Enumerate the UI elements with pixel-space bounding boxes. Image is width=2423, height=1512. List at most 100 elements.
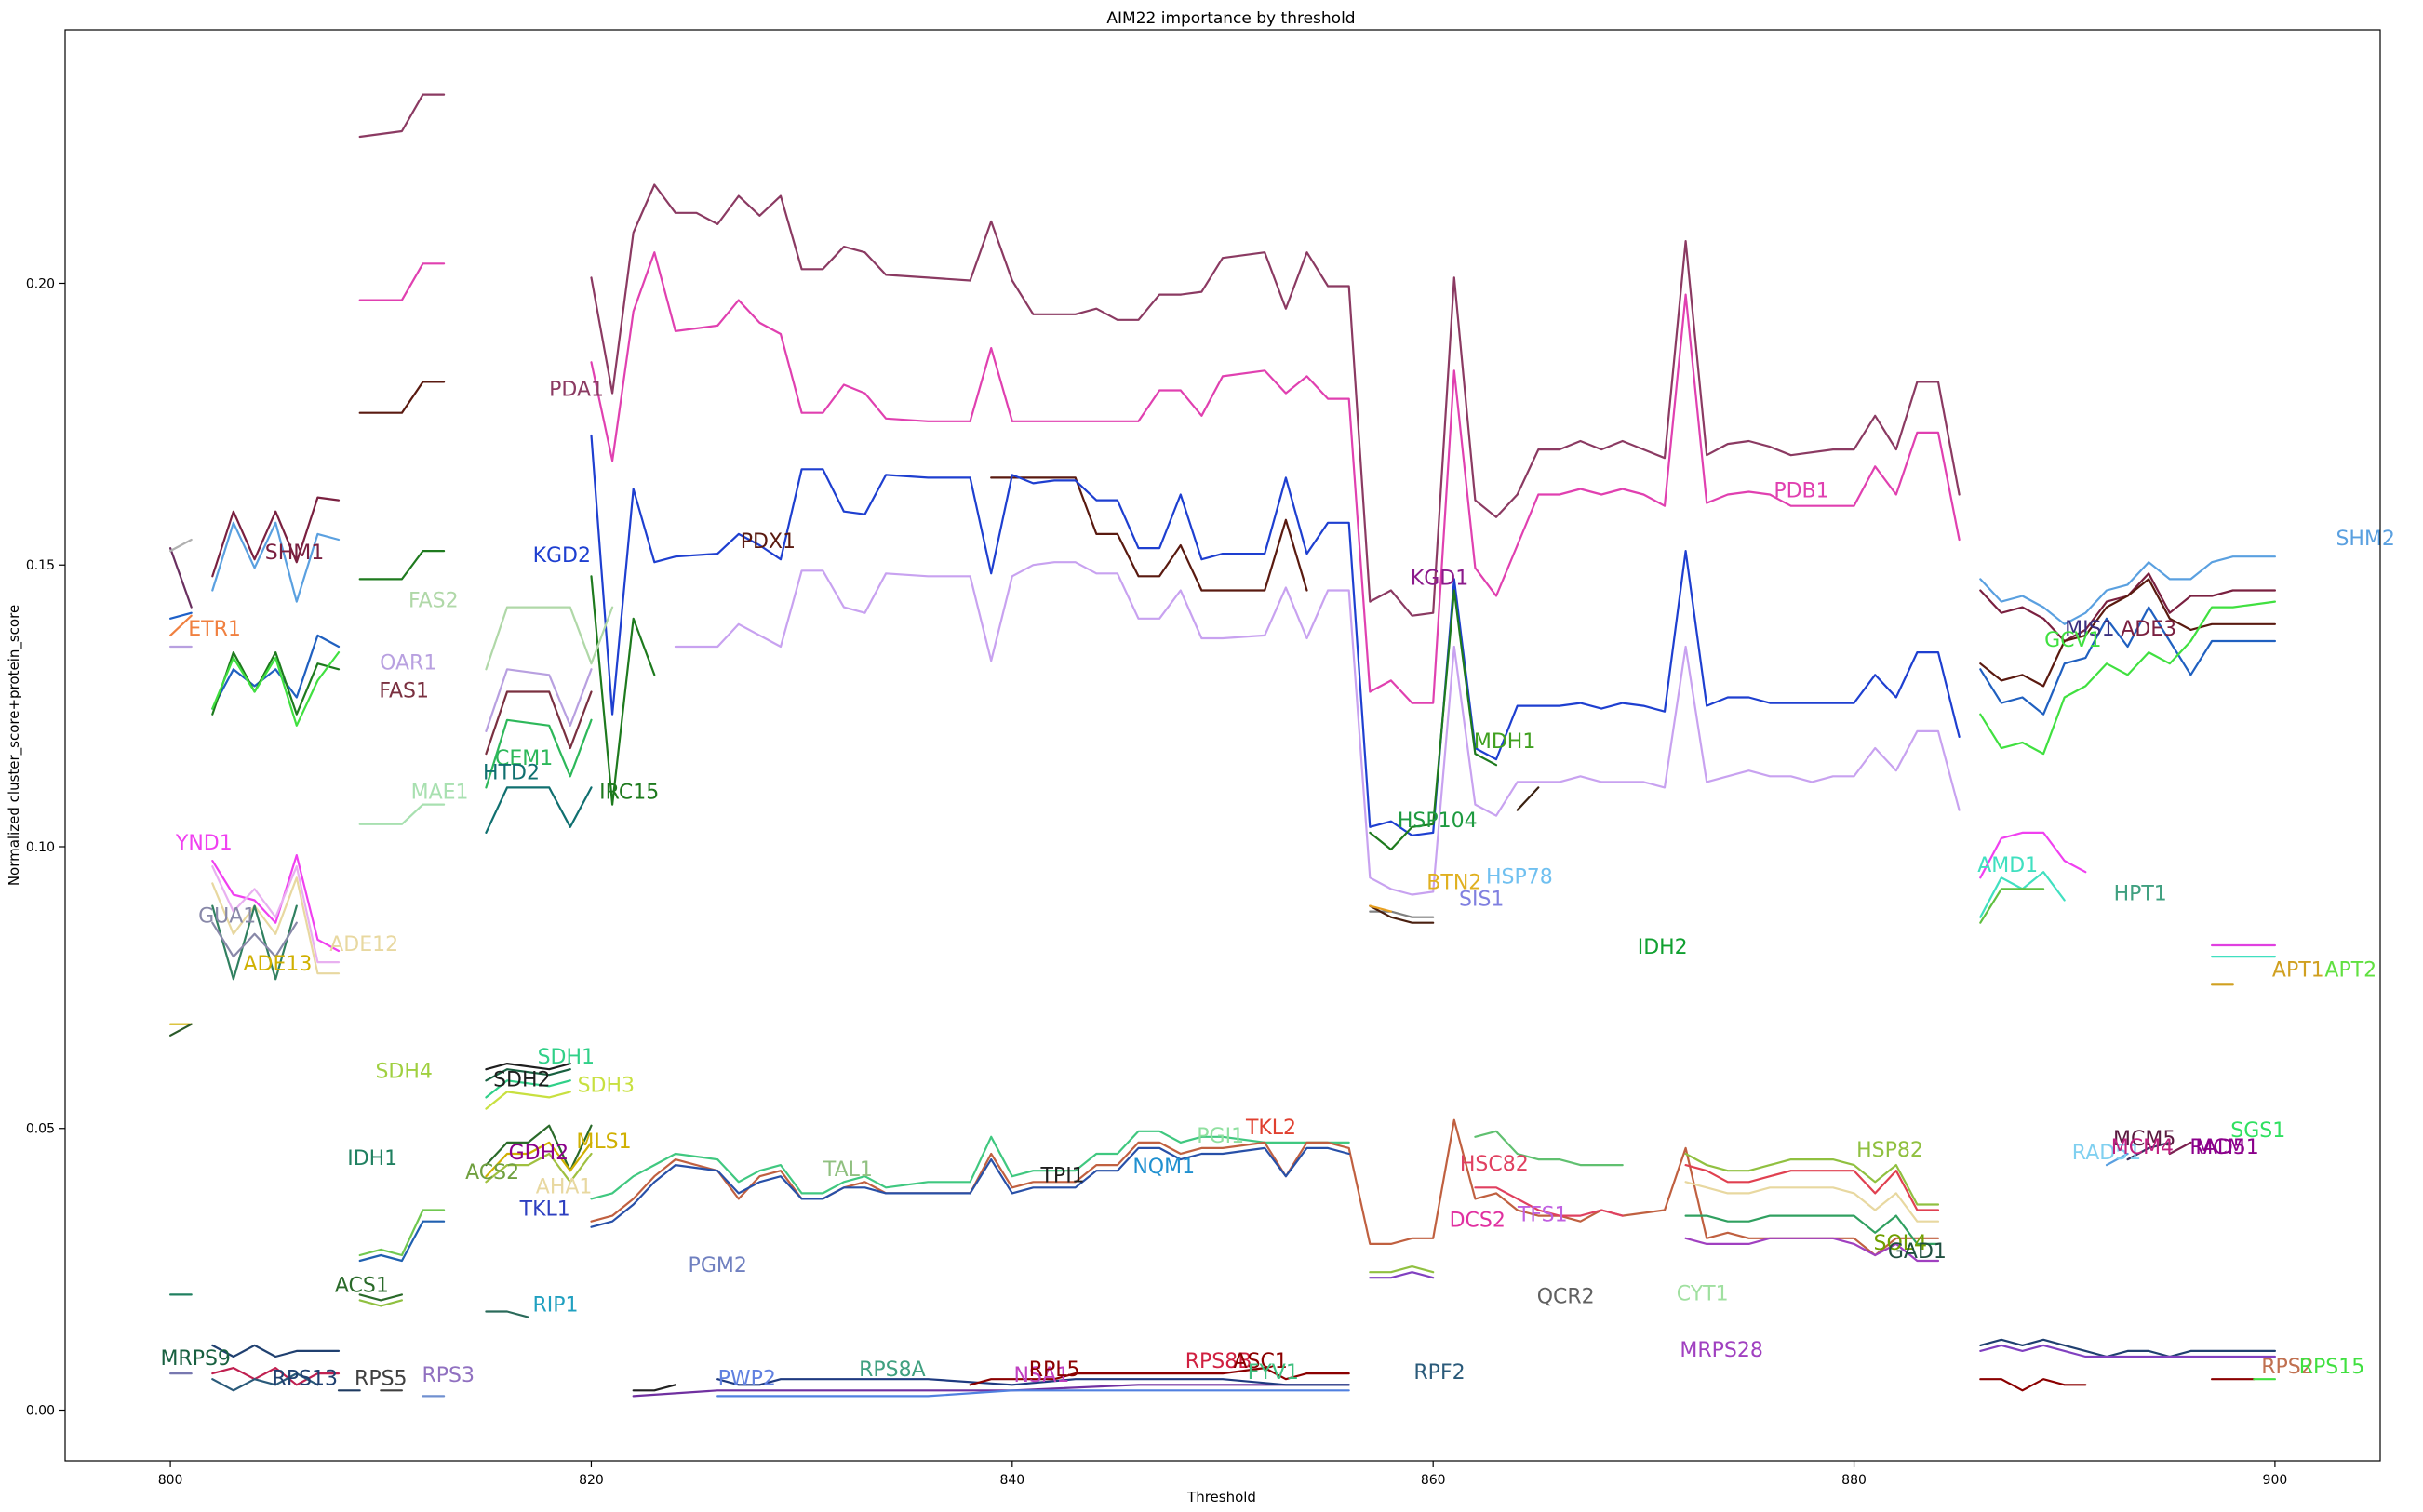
series-line-52 [1684, 1237, 1940, 1263]
series-line-50 [1684, 1181, 1940, 1223]
y-tick-label: 0.10 [26, 840, 55, 855]
series-line-49 [1684, 1163, 1940, 1211]
series-label-ade13: ADE13 [243, 953, 312, 976]
series-label-rad51: RAD51 [2189, 1136, 2258, 1159]
series-line-46 [1474, 1130, 1624, 1167]
series-line-12 [485, 668, 593, 733]
series-line-5 [990, 476, 1308, 592]
series-label-hsp104: HSP104 [1398, 810, 1478, 833]
series-label-nsa1: NSA1 [1014, 1364, 1070, 1387]
series-label-qcr2: QCR2 [1537, 1286, 1595, 1309]
series-lines [169, 93, 2276, 1398]
series-line-28 [211, 865, 341, 964]
series-label-gdh2: GDH2 [509, 1142, 569, 1165]
series-label-tkl2: TKL2 [1245, 1117, 1296, 1140]
series-label-pda1: PDA1 [549, 379, 604, 402]
plot-frame [64, 29, 2381, 1462]
series-line-42 [358, 1220, 446, 1263]
series-label-acs2: ACS2 [465, 1161, 519, 1184]
series-label-rps3: RPS3 [422, 1364, 475, 1387]
series-label-pgi1: PGI1 [1197, 1125, 1244, 1148]
series-label-mis1: MIS1 [2065, 618, 2114, 641]
series-label-fas1: FAS1 [379, 680, 429, 703]
series-label-pgm2: PGM2 [689, 1254, 747, 1278]
series-label-hsp82: HSP82 [1856, 1139, 1923, 1162]
series-label-rad51: RAD51 [2072, 1142, 2141, 1165]
series-label-mae1: MAE1 [411, 782, 469, 805]
series-line-25 [211, 650, 341, 716]
series-line-70 [716, 1389, 1350, 1398]
chart-title: AIM22 importance by threshold [1106, 9, 1355, 28]
series-line-36 [485, 1079, 571, 1099]
series-label-cem1: CEM1 [495, 747, 553, 770]
series-label-rps15: RPS15 [2299, 1356, 2365, 1379]
series-line-91 [1979, 1378, 2087, 1392]
series-line-69 [969, 1366, 1350, 1386]
series-label-shm1: SHM1 [265, 542, 325, 565]
series-line-82 [1979, 888, 2045, 924]
series-line-88 [2168, 1141, 2192, 1156]
series-line-31 [211, 921, 298, 958]
series-line-39 [485, 1141, 593, 1178]
series-label-irc15: IRC15 [599, 782, 659, 805]
series-label-btn2: BTN2 [1426, 871, 1481, 894]
x-axis-label: Threshold [1186, 1489, 1256, 1505]
series-line-44 [590, 1118, 1940, 1257]
y-tick-label: 0.00 [26, 1404, 55, 1419]
series-label-tkl1: TKL1 [519, 1198, 570, 1222]
series-line-4 [358, 381, 446, 414]
series-label-pwp2: PWP2 [718, 1367, 776, 1390]
series-line-90 [1979, 1344, 2276, 1358]
series-line-54 [1369, 1271, 1435, 1279]
series-line-68 [716, 1378, 1350, 1386]
series-label-shm2: SHM2 [2336, 528, 2395, 551]
series-line-53 [1369, 1264, 1435, 1274]
series-label-idh2: IDH2 [1638, 936, 1688, 959]
y-tick-label: 0.20 [26, 276, 55, 291]
series-line-55 [358, 1293, 403, 1302]
series-line-17 [169, 546, 193, 609]
series-label-rip1: RIP1 [532, 1294, 578, 1318]
series-line-18 [169, 538, 193, 553]
series-label-apt2: APT2 [2324, 958, 2376, 982]
series-line-38 [485, 1124, 593, 1172]
series-label-mcm5: MCM5 [2113, 1128, 2175, 1151]
series-label-sdh2: SDH2 [493, 1068, 550, 1091]
series-label-pdb1: PDB1 [1774, 480, 1828, 503]
series-line-78 [1979, 606, 2276, 716]
series-label-ade3: ADE3 [2121, 618, 2176, 641]
x-axis: 800 820 840 860 880 900 [158, 1461, 2287, 1488]
series-line-37 [485, 1091, 571, 1110]
y-tick-label: 0.15 [26, 558, 55, 573]
series-line-15 [485, 786, 593, 835]
series-line-1 [590, 183, 1961, 617]
series-label-asc1: ASC1 [1234, 1350, 1288, 1373]
series-line-2 [358, 262, 446, 301]
series-line-66 [632, 1384, 677, 1392]
series-line-21 [169, 611, 193, 620]
series-labels: SHM1 ETR1 YND1 GUA1 ADE13 ADE12 MRPS9 RPS13 RPS5… [160, 379, 2395, 1391]
series-label-tfs1: TFS1 [1517, 1204, 1568, 1227]
series-label-mrps28: MRPS28 [1680, 1339, 1763, 1362]
series-line-13 [485, 690, 593, 756]
series-line-14 [485, 718, 593, 789]
series-label-dcs2: DCS2 [1450, 1210, 1506, 1233]
series-label-mls1: MLS1 [576, 1131, 631, 1154]
series-label-rpf2: RPF2 [1413, 1361, 1465, 1385]
series-label-etr1: ETR1 [188, 618, 241, 641]
series-label-rps2: RPS2 [2261, 1356, 2314, 1379]
series-line-19 [211, 496, 341, 578]
series-label-fas2: FAS2 [408, 590, 459, 613]
series-label-rps13: RPS13 [273, 1367, 339, 1390]
series-line-11 [485, 606, 614, 671]
series-line-45 [590, 1146, 1350, 1228]
series-label-mcm: MCM [2195, 1136, 2244, 1159]
series-label-sgs1: SGS1 [2230, 1119, 2285, 1143]
series-line-29 [211, 876, 341, 975]
series-label-aha1: AHA1 [536, 1175, 593, 1198]
series-label-nqm1: NQM1 [1132, 1156, 1195, 1179]
series-line-40 [485, 1152, 593, 1184]
series-line-76 [1979, 572, 2276, 643]
series-label-rps8b: RPS8B [1185, 1350, 1252, 1373]
